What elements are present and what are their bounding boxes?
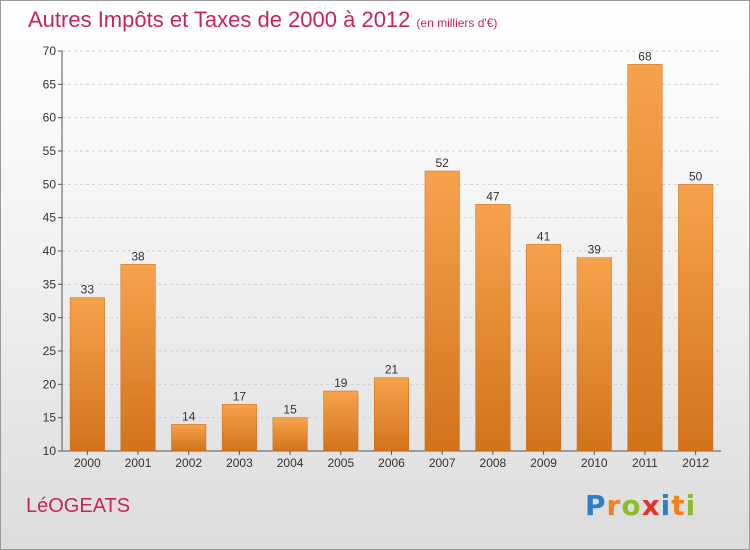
data-label: 15: [283, 403, 297, 417]
y-tick-label: 30: [43, 311, 57, 325]
bar: [171, 424, 207, 452]
y-tick-label: 65: [43, 77, 57, 91]
x-tick-label: 2009: [530, 456, 557, 470]
data-label: 17: [233, 389, 247, 403]
x-tick-label: 2010: [581, 456, 608, 470]
data-label: 38: [131, 249, 145, 263]
x-tick-label: 2005: [327, 456, 354, 470]
y-tick-label: 70: [43, 44, 57, 58]
chart-subtitle: (en milliers d'€): [416, 16, 498, 30]
x-tick-label: 2008: [480, 456, 507, 470]
x-tick-label: 2000: [74, 456, 101, 470]
bar: [69, 297, 105, 452]
x-tick-label: 2001: [125, 456, 152, 470]
commune-name: LéOGEATS: [26, 495, 131, 517]
x-tick-label: 2003: [226, 456, 253, 470]
data-label: 19: [334, 376, 348, 390]
logo-letter: i: [660, 489, 672, 522]
chart-title-block: Autres Impôts et Taxes de 2000 à 2012 (en…: [28, 7, 497, 33]
bar: [120, 264, 156, 452]
x-tick-label: 2002: [175, 456, 202, 470]
bar: [221, 404, 257, 452]
logo-letter: r: [606, 489, 622, 522]
x-tick-label: 2007: [429, 456, 456, 470]
y-tick-label: 25: [43, 344, 57, 358]
bar: [272, 417, 308, 452]
data-label: 50: [689, 169, 703, 183]
logo-letter: x: [641, 489, 661, 522]
logo-letter: i: [685, 489, 697, 522]
y-tick-label: 40: [43, 244, 57, 258]
data-label: 39: [588, 243, 602, 257]
x-tick-label: 2006: [378, 456, 405, 470]
y-tick-label: 50: [43, 177, 57, 191]
data-label: 33: [81, 283, 95, 297]
logo-letter: o: [621, 489, 642, 522]
logo-letter: t: [671, 489, 686, 522]
y-tick-label: 10: [43, 444, 57, 458]
x-tick-label: 2011: [632, 456, 658, 470]
x-tick-label: 2012: [682, 456, 709, 470]
y-tick-label: 35: [43, 277, 57, 291]
data-label: 14: [182, 409, 196, 423]
bar: [374, 377, 409, 452]
bar: [526, 244, 562, 452]
bar: [576, 257, 612, 452]
bar: [678, 184, 714, 452]
data-label: 52: [436, 156, 450, 170]
y-tick-label: 20: [43, 377, 57, 391]
y-tick-label: 55: [43, 144, 57, 158]
bar: [424, 170, 460, 452]
y-tick-label: 60: [43, 111, 57, 125]
y-tick-label: 15: [43, 411, 57, 425]
bar: [627, 64, 663, 452]
bar: [323, 390, 359, 452]
logo-letter: P: [585, 489, 607, 522]
data-label: 68: [638, 49, 652, 63]
data-label: 41: [537, 229, 551, 243]
data-label: 47: [486, 189, 500, 203]
y-tick-label: 45: [43, 211, 57, 225]
x-tick-label: 2004: [277, 456, 304, 470]
proxiti-logo: Proxiti: [585, 489, 696, 522]
chart-title: Autres Impôts et Taxes de 2000 à 2012: [28, 7, 411, 32]
bar: [475, 204, 511, 452]
data-label: 21: [385, 363, 399, 377]
